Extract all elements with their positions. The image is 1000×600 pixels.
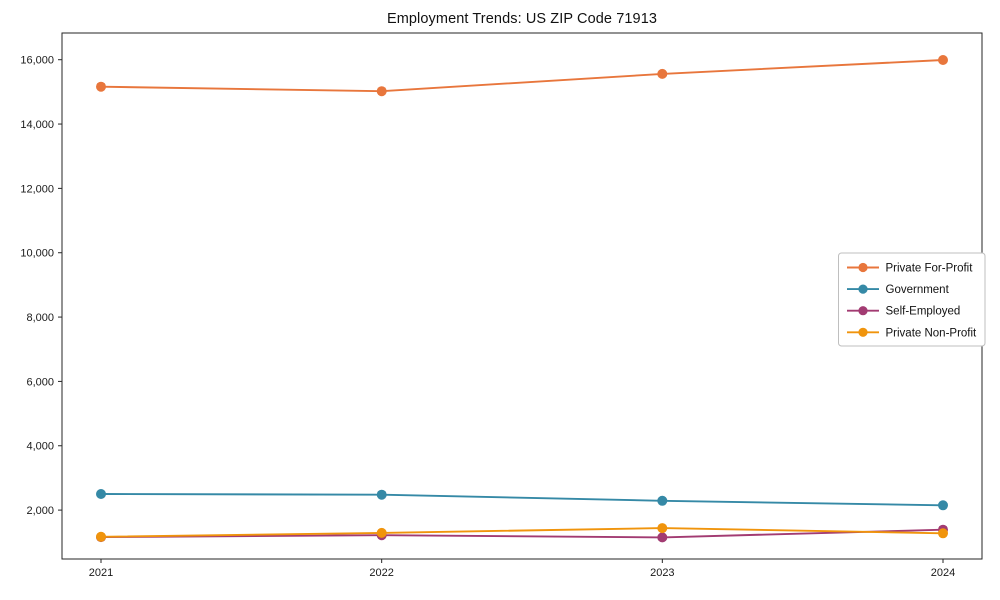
x-tick-label: 2024 (931, 567, 955, 579)
x-tick-label: 2021 (89, 567, 113, 579)
y-tick-label: 4,000 (26, 441, 54, 453)
legend-label: Government (886, 284, 950, 296)
data-point (657, 68, 668, 79)
y-tick-label: 10,000 (20, 248, 54, 260)
y-tick-label: 2,000 (26, 505, 54, 517)
x-tick-label: 2023 (650, 567, 674, 579)
data-point (96, 81, 106, 92)
legend-marker (858, 327, 868, 337)
series-line-self-employed (100, 528, 944, 539)
legend-label: Private Non-Profit (886, 327, 978, 339)
data-point (938, 500, 948, 511)
y-tick-label: 8,000 (26, 312, 54, 324)
y-tick-label: 14,000 (20, 119, 54, 131)
data-point (96, 489, 106, 499)
x-tick-label: 2022 (369, 567, 393, 579)
legend-marker (858, 262, 868, 273)
data-point (376, 527, 387, 538)
legend-label: Private For-Profit (886, 263, 974, 275)
data-point (657, 523, 668, 534)
y-tick-label: 12,000 (20, 183, 54, 195)
legend-label: Self-Employed (886, 306, 961, 318)
series-line-government (100, 493, 944, 507)
y-tick-label: 16,000 (20, 55, 54, 67)
data-point (96, 531, 106, 542)
data-point (657, 532, 668, 543)
y-tick-label: 6,000 (26, 376, 54, 388)
legend-marker (858, 306, 868, 316)
legend-box (838, 252, 986, 347)
data-point (938, 528, 948, 539)
series-line-private-non-profit (100, 527, 944, 538)
data-point (657, 495, 668, 506)
chart-title: Employment Trends: US ZIP Code 71913 (386, 11, 658, 27)
legend-marker (858, 284, 868, 294)
data-point (938, 55, 948, 65)
data-point (376, 86, 387, 97)
data-point (376, 489, 387, 500)
series-line-private-for-profit (100, 59, 944, 93)
